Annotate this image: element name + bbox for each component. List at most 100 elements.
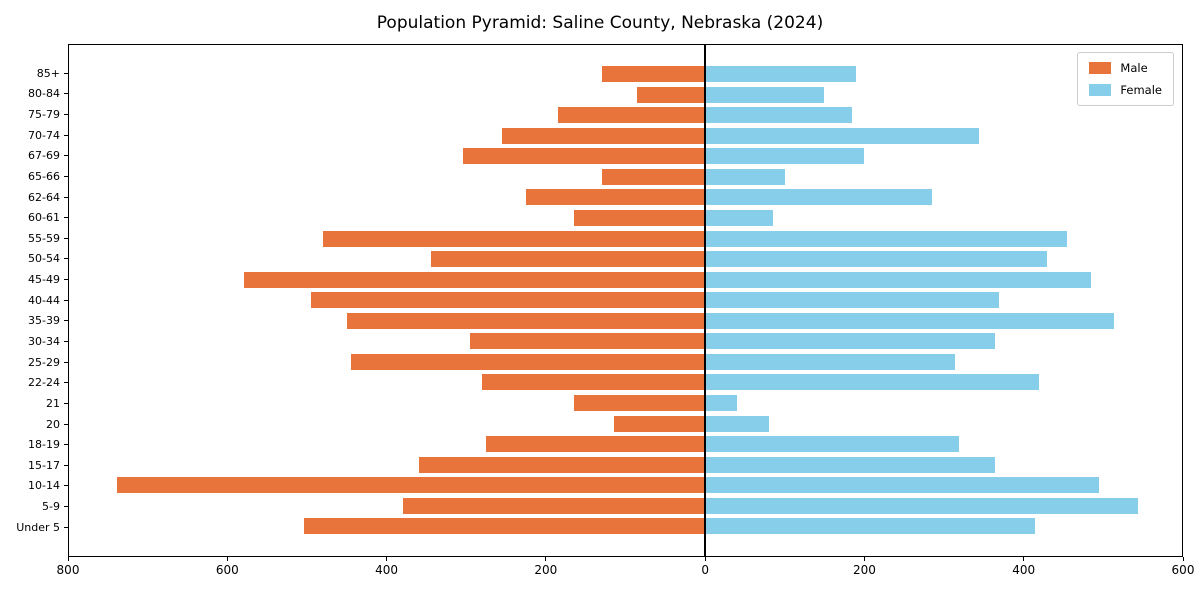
y-tick-mark	[64, 464, 68, 466]
x-tick-label: 200	[534, 563, 558, 577]
male-bar-75-79	[557, 107, 705, 124]
y-tick-mark	[64, 444, 68, 446]
male-bar-45-49	[243, 271, 705, 288]
zero-axis-line	[704, 45, 706, 556]
y-tick-label-80-84: 80-84	[28, 87, 60, 101]
y-tick-mark	[64, 237, 68, 239]
x-tick-label: 400	[1012, 563, 1036, 577]
x-tick-mark	[67, 557, 69, 561]
x-tick-label: 0	[701, 563, 709, 577]
female-bar-30-34	[705, 333, 996, 350]
female-bar-20	[705, 415, 769, 432]
y-tick-mark	[64, 93, 68, 95]
legend: Male Female	[1077, 52, 1174, 106]
x-tick-label: 600	[215, 563, 239, 577]
male-bar-55-59	[323, 230, 705, 247]
x-tick-mark	[386, 557, 388, 561]
female-bar-67-69	[705, 148, 864, 165]
legend-female-label: Female	[1120, 83, 1162, 97]
y-axis-tick-marks	[64, 44, 68, 557]
female-bar-85plus	[705, 66, 857, 83]
y-tick-label-85plus: 85+	[36, 66, 60, 80]
male-bar-65-66	[601, 168, 705, 185]
x-axis-labels: 800 600 400 200 0 200 400 600	[57, 563, 1195, 581]
x-axis-tick-marks	[67, 557, 1184, 561]
female-bar-15-17	[705, 456, 996, 473]
legend-item-male: Male	[1089, 61, 1162, 75]
y-tick-label-55-59: 55-59	[28, 231, 60, 245]
male-bar-80-84	[637, 86, 705, 103]
y-tick-label-5-9: 5-9	[42, 500, 60, 514]
y-tick-label-50-54: 50-54	[28, 252, 60, 266]
y-tick-mark	[64, 361, 68, 363]
x-tick-mark	[226, 557, 228, 561]
female-bar-50-54	[705, 251, 1047, 268]
y-tick-label-60-61: 60-61	[28, 211, 60, 225]
female-bar-35-39	[705, 312, 1115, 329]
x-tick-label: 800	[56, 563, 80, 577]
x-tick-mark	[1023, 557, 1025, 561]
y-tick-label-25-29: 25-29	[28, 355, 60, 369]
y-tick-mark	[64, 320, 68, 322]
y-tick-mark	[64, 175, 68, 177]
y-tick-label-10-14: 10-14	[28, 479, 60, 493]
x-tick-mark	[1182, 557, 1184, 561]
female-bar-80-84	[705, 86, 825, 103]
female-bar-70-74	[705, 127, 980, 144]
female-bar-21	[705, 395, 737, 412]
female-bar-under-5	[705, 518, 1035, 535]
y-tick-mark	[64, 258, 68, 260]
y-tick-label-22-24: 22-24	[28, 376, 60, 390]
male-bar-50-54	[430, 251, 705, 268]
male-bar-60-61	[573, 210, 705, 227]
x-tick-label: 200	[852, 563, 876, 577]
female-bar-62-64	[705, 189, 932, 206]
male-bar-20	[613, 415, 705, 432]
y-tick-label-45-49: 45-49	[28, 273, 60, 287]
y-tick-label-62-64: 62-64	[28, 190, 60, 204]
y-tick-label-75-79: 75-79	[28, 108, 60, 121]
legend-male-label: Male	[1120, 61, 1148, 75]
male-bar-35-39	[347, 312, 705, 329]
female-color-swatch	[1089, 84, 1112, 96]
female-bar-18-19	[705, 436, 960, 453]
male-bar-5-9	[402, 497, 705, 514]
y-tick-mark	[64, 114, 68, 115]
y-tick-mark	[64, 217, 68, 219]
y-tick-label-70-74: 70-74	[28, 128, 60, 142]
x-tick-mark	[704, 557, 706, 561]
male-bar-30-34	[470, 333, 705, 350]
male-bar-15-17	[418, 456, 705, 473]
male-bar-22-24	[482, 374, 705, 391]
chart-title: Population Pyramid: Saline County, Nebra…	[376, 13, 824, 33]
male-bar-70-74	[502, 127, 705, 144]
female-bar-10-14	[705, 477, 1099, 494]
female-bar-5-9	[705, 497, 1139, 514]
y-tick-label-20: 20	[46, 417, 60, 431]
female-bar-65-66	[705, 168, 785, 185]
y-tick-mark	[64, 155, 68, 157]
female-bar-45-49	[705, 271, 1091, 288]
y-tick-mark	[64, 299, 68, 301]
y-tick-mark	[64, 72, 68, 74]
y-tick-label-21: 21	[46, 396, 60, 410]
male-bar-18-19	[486, 436, 705, 453]
female-bar-22-24	[705, 374, 1039, 391]
plot-area: Male Female	[68, 44, 1183, 557]
y-tick-label-35-39: 35-39	[28, 314, 60, 328]
male-bar-62-64	[526, 189, 705, 206]
y-tick-mark	[64, 341, 68, 343]
y-tick-label-65-66: 65-66	[28, 169, 60, 183]
y-tick-label-40-44: 40-44	[28, 293, 60, 307]
legend-item-female: Female	[1089, 83, 1162, 97]
male-bar-under-5	[303, 518, 705, 535]
male-bar-10-14	[116, 477, 705, 494]
male-bar-21	[573, 395, 705, 412]
y-tick-mark	[64, 279, 68, 281]
female-bar-55-59	[705, 230, 1067, 247]
female-bar-60-61	[705, 210, 773, 227]
y-tick-mark	[64, 134, 68, 136]
y-tick-mark	[64, 506, 68, 508]
y-tick-label-30-34: 30-34	[28, 335, 60, 349]
